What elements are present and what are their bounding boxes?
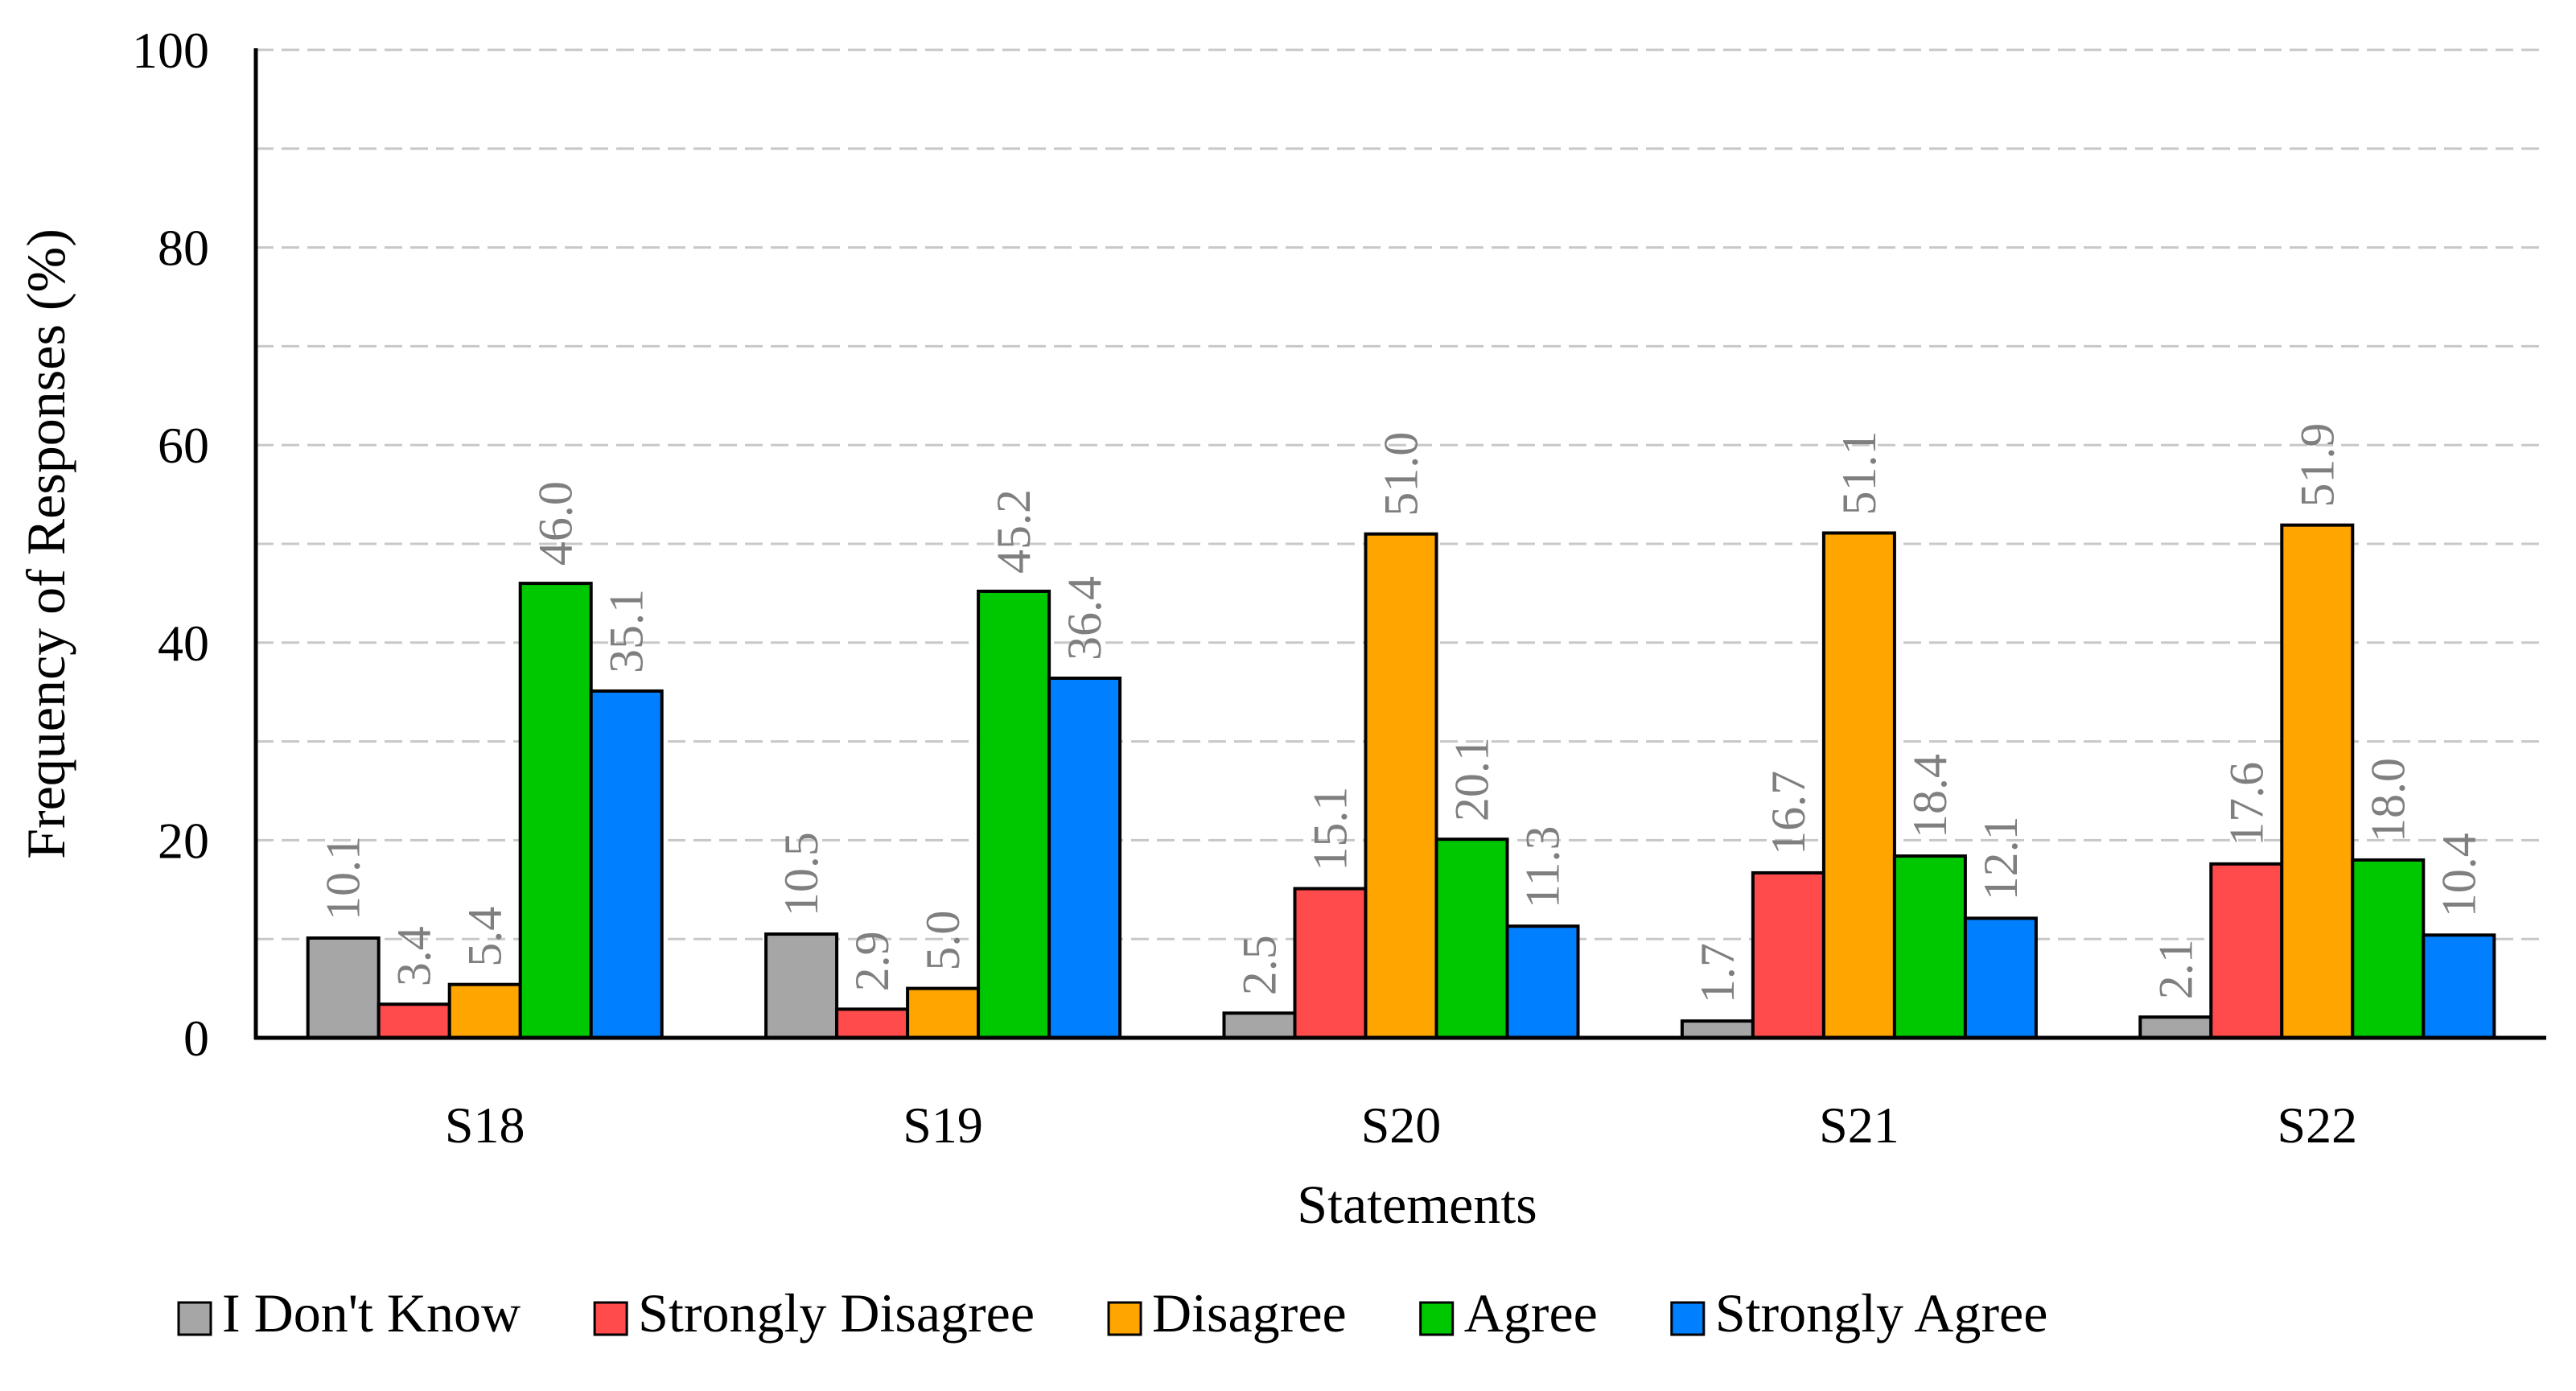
bar <box>764 932 839 1040</box>
x-tick-labels: S18 S19 S20 S21 S22 <box>445 1097 2357 1154</box>
bar <box>1222 1011 1297 1040</box>
data-label: 35.1 <box>600 589 653 673</box>
bar <box>1892 854 1967 1039</box>
data-label: 10.1 <box>317 836 370 920</box>
bar <box>518 582 593 1039</box>
x-axis-title: Statements <box>1297 1174 1537 1235</box>
bar <box>2351 858 2426 1039</box>
data-label: 10.4 <box>2432 833 2485 917</box>
bar <box>2138 1015 2213 1040</box>
data-label: 2.5 <box>1233 935 1286 995</box>
legend-swatch <box>1670 1301 1706 1336</box>
bar <box>977 589 1051 1039</box>
data-label: 11.3 <box>1516 825 1570 908</box>
data-label: 2.1 <box>2149 939 2202 999</box>
bar <box>1505 924 1580 1039</box>
data-label: 46.0 <box>529 481 582 566</box>
data-label: 10.5 <box>775 832 828 916</box>
bar <box>835 1007 910 1039</box>
y-axis-title: Frequency of Responses (%) <box>15 228 76 859</box>
legend-swatch <box>177 1301 212 1336</box>
y-tick-label: 0 <box>183 1010 209 1067</box>
bar <box>1364 532 1438 1039</box>
legend-swatch <box>1419 1301 1455 1336</box>
bar <box>1434 837 1509 1039</box>
x-tick-label: S21 <box>1819 1097 1899 1154</box>
data-label: 45.2 <box>987 489 1040 574</box>
data-label: 36.4 <box>1058 576 1111 661</box>
data-label: 18.0 <box>2361 758 2414 842</box>
axes <box>253 48 2546 1040</box>
bar <box>1293 887 1368 1040</box>
data-label: 16.7 <box>1762 771 1815 855</box>
data-label: 18.4 <box>1903 754 1957 838</box>
y-tick-label: 40 <box>158 615 209 672</box>
bar <box>1821 531 1896 1039</box>
x-tick-label: S22 <box>2278 1097 2358 1154</box>
data-label: 51.1 <box>1833 430 1886 515</box>
bar <box>2209 862 2284 1039</box>
bar <box>906 986 981 1039</box>
y-tick-labels: 0 20 40 60 80 100 <box>132 22 209 1067</box>
legend-label: I Don't Know <box>222 1282 521 1344</box>
bar <box>377 1002 451 1040</box>
data-label: 3.4 <box>388 926 441 986</box>
legend-swatch <box>1107 1301 1142 1336</box>
bar <box>589 689 664 1039</box>
bar <box>1963 916 2038 1039</box>
x-tick-label: S19 <box>903 1097 983 1154</box>
bar <box>1047 677 1122 1039</box>
y-tick-label: 80 <box>158 220 209 277</box>
bar <box>2280 523 2355 1039</box>
bar <box>306 936 381 1040</box>
y-tick-label: 60 <box>158 417 209 474</box>
data-label: 1.7 <box>1691 943 1744 1003</box>
legend-swatch <box>593 1301 628 1336</box>
x-tick-label: S20 <box>1361 1097 1442 1154</box>
data-labels: 10.1 3.4 5.4 46.0 35.1 10.5 2.9 5.0 45.2 36.4 2.5 1… <box>317 423 2486 1003</box>
bar <box>1751 870 1825 1039</box>
bar <box>2422 933 2496 1039</box>
x-tick-label: S18 <box>445 1097 525 1154</box>
data-label: 20.1 <box>1446 737 1499 821</box>
data-label: 15.1 <box>1304 787 1357 871</box>
y-tick-label: 20 <box>158 812 209 869</box>
legend-label: Agree <box>1464 1282 1598 1344</box>
legend-label: Strongly Disagree <box>638 1282 1035 1344</box>
y-tick-label: 100 <box>132 22 209 79</box>
data-label: 2.9 <box>846 931 899 991</box>
data-label: 12.1 <box>1974 816 2027 900</box>
bar <box>447 982 522 1039</box>
legend-label: Strongly Agree <box>1715 1282 2048 1344</box>
legend-label: Disagree <box>1152 1282 1347 1344</box>
data-label: 17.6 <box>2220 762 2273 846</box>
bars <box>306 523 2496 1040</box>
legend: I Don't Know Strongly Disagree Disagree Agr… <box>177 1282 2048 1344</box>
data-label: 5.4 <box>459 907 512 967</box>
data-label: 51.9 <box>2290 423 2344 508</box>
data-label: 51.0 <box>1375 432 1428 516</box>
bar <box>1680 1019 1755 1040</box>
data-label: 5.0 <box>916 911 969 971</box>
